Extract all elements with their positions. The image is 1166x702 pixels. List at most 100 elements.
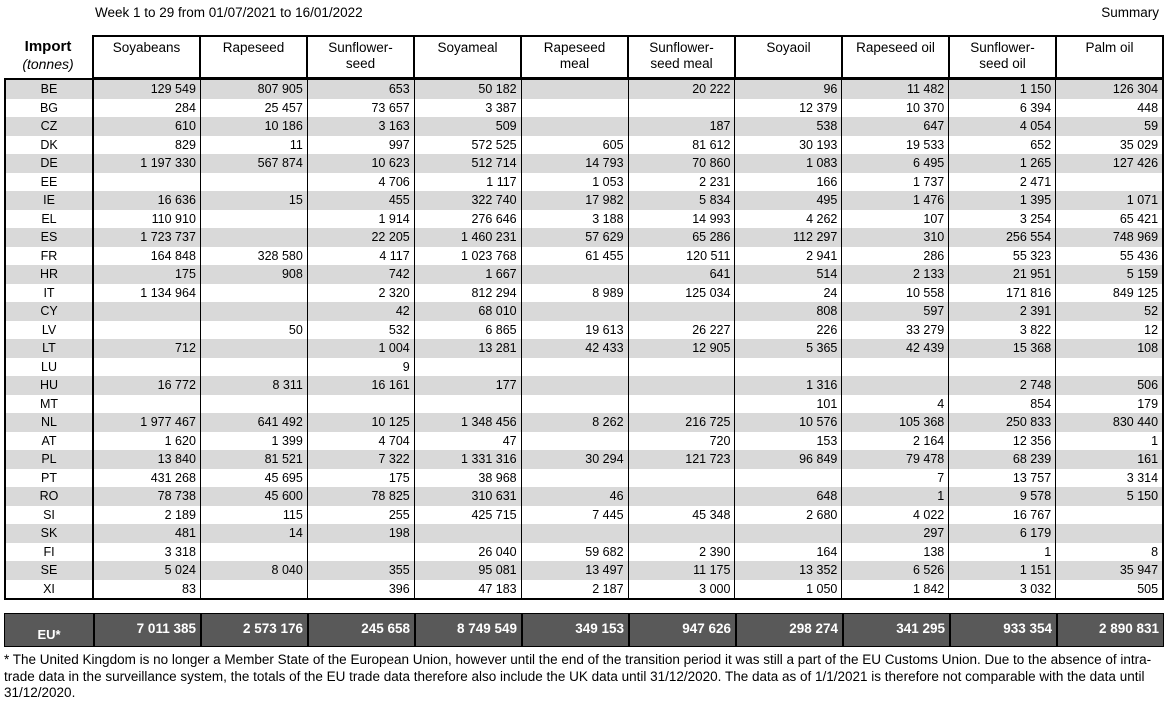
value-cell: 509 xyxy=(413,117,521,136)
value-cell xyxy=(306,542,414,561)
value-cell: 812 294 xyxy=(413,283,521,302)
value-cell: 70 860 xyxy=(627,154,735,173)
value-cell: 1 476 xyxy=(841,191,948,210)
column-header: Rapeseed oil xyxy=(841,37,948,77)
value-cell: 8 040 xyxy=(199,561,307,580)
value-cell: 79 478 xyxy=(841,450,948,469)
value-cell: 997 xyxy=(306,135,414,154)
value-cell xyxy=(413,524,521,543)
value-cell: 1 151 xyxy=(948,561,1055,580)
table-row: CZ 610 10 186 3 163 509 187 538 647 4 054 59 xyxy=(6,117,1162,136)
value-cell: 14 993 xyxy=(627,209,735,228)
value-cell: 125 034 xyxy=(627,283,735,302)
value-cell: 50 xyxy=(199,320,307,339)
value-cell: 10 125 xyxy=(306,413,414,432)
value-cell: 286 xyxy=(841,246,948,265)
value-cell xyxy=(94,173,200,192)
value-cell: 68 239 xyxy=(948,450,1055,469)
value-cell xyxy=(627,302,735,321)
value-cell xyxy=(199,228,307,247)
table-row: PT 431 268 45 695 175 38 968 7 13 757 3 314 xyxy=(6,468,1162,487)
value-cell: 6 179 xyxy=(948,524,1055,543)
country-code: HR xyxy=(6,265,94,284)
value-cell xyxy=(734,524,841,543)
value-cell: 13 497 xyxy=(520,561,628,580)
table-row: FI 3 318 26 040 59 682 2 390 164 138 1 8 xyxy=(6,542,1162,561)
value-cell: 512 714 xyxy=(413,154,521,173)
value-cell: 73 657 xyxy=(306,98,414,117)
value-cell: 849 125 xyxy=(1055,283,1162,302)
value-cell xyxy=(199,172,307,191)
value-cell: 514 xyxy=(734,265,841,284)
value-cell: 17 982 xyxy=(520,191,628,210)
value-cell: 11 xyxy=(199,135,307,154)
value-cell: 226 xyxy=(734,320,841,339)
column-header: Sunflower- seed meal xyxy=(627,37,734,77)
value-cell: 25 457 xyxy=(199,98,307,117)
value-cell xyxy=(413,394,521,413)
value-cell: 4 706 xyxy=(306,172,414,191)
value-cell xyxy=(1055,172,1162,191)
country-code: LT xyxy=(6,339,94,358)
value-cell: 20 222 xyxy=(627,80,735,99)
value-cell: 78 825 xyxy=(306,487,414,506)
value-cell xyxy=(1055,357,1162,376)
value-cell xyxy=(520,394,628,413)
country-code: BG xyxy=(6,98,94,117)
value-cell: 3 032 xyxy=(948,579,1055,598)
value-cell: 1 316 xyxy=(734,376,841,395)
eu-total-label: EU* xyxy=(37,627,61,642)
value-cell: 81 521 xyxy=(199,450,307,469)
value-cell: 6 495 xyxy=(841,154,948,173)
eu-total-value: 933 354 xyxy=(949,614,1056,646)
value-cell: 216 725 xyxy=(627,413,735,432)
value-cell: 59 682 xyxy=(520,542,628,561)
value-cell: 3 188 xyxy=(520,209,628,228)
value-cell: 1 023 768 xyxy=(413,246,521,265)
value-cell: 1 620 xyxy=(164,433,196,448)
country-code: IE xyxy=(6,191,94,210)
value-cell: 26 040 xyxy=(413,542,521,561)
value-cell xyxy=(199,302,307,321)
value-cell: 81 612 xyxy=(627,135,735,154)
value-cell: 8 262 xyxy=(520,413,628,432)
value-cell: 455 xyxy=(306,191,414,210)
value-cell: 1 460 231 xyxy=(413,228,521,247)
value-cell: 14 793 xyxy=(520,154,628,173)
value-cell xyxy=(306,394,414,413)
value-cell: 187 xyxy=(627,117,735,136)
value-cell: 175 xyxy=(306,468,414,487)
value-cell: 1 004 xyxy=(306,339,414,358)
value-cell: 481 xyxy=(175,526,196,540)
value-cell: 138 xyxy=(841,542,948,561)
value-cell: 830 440 xyxy=(1055,413,1162,432)
value-cell xyxy=(199,394,307,413)
value-cell: 355 xyxy=(306,561,414,580)
column-header-row: Soyabeans Rapeseed Sunflower- seed Soyameal… xyxy=(92,35,1164,79)
value-cell: 2 390 xyxy=(627,542,735,561)
value-cell: 35 947 xyxy=(1055,561,1162,580)
value-cell xyxy=(627,487,735,506)
value-cell xyxy=(199,542,307,561)
value-cell: 126 304 xyxy=(1055,80,1162,99)
value-cell: 8 xyxy=(1055,542,1162,561)
value-cell: 1 667 xyxy=(413,265,521,284)
value-cell: 748 969 xyxy=(1055,228,1162,247)
value-cell: 96 849 xyxy=(734,450,841,469)
eu-total-value: 2 573 176 xyxy=(200,614,307,646)
value-cell: 431 268 xyxy=(150,470,196,485)
country-code: CY xyxy=(6,302,94,321)
value-cell: 13 352 xyxy=(734,561,841,580)
value-cell: 55 436 xyxy=(1055,246,1162,265)
country-code: MT xyxy=(6,394,94,413)
table-row: HR 175 908 742 1 667 641 514 2 133 21 951 5 159 xyxy=(6,265,1162,284)
value-cell: 1 117 xyxy=(413,172,521,191)
value-cell: 83 xyxy=(182,581,196,596)
value-cell: 127 426 xyxy=(1055,154,1162,173)
report-period-title: Week 1 to 29 from 01/07/2021 to 16/01/20… xyxy=(95,5,363,20)
value-cell: 3 387 xyxy=(413,98,521,117)
value-cell: 532 xyxy=(306,320,414,339)
value-cell: 16 767 xyxy=(948,505,1055,524)
value-cell: 495 xyxy=(734,191,841,210)
table-header-band: Import (tonnes) Soyabeans Rapeseed Sunflow… xyxy=(4,35,1164,79)
